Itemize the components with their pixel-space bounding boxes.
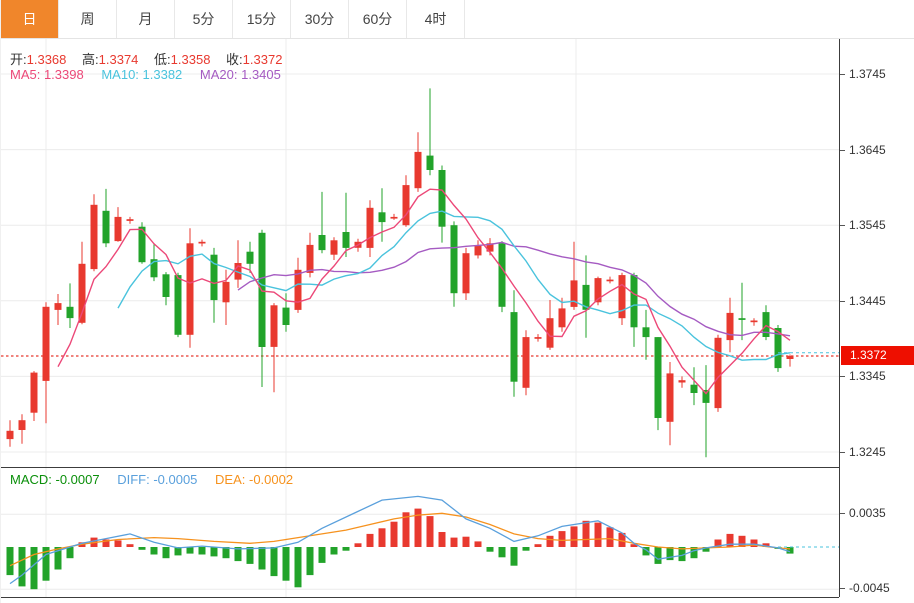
- tab-4hour[interactable]: 4时: [407, 0, 465, 38]
- tab-30min[interactable]: 30分: [291, 0, 349, 38]
- panel-bottom-border: [1, 597, 839, 598]
- low-value: 1.3358: [170, 52, 211, 67]
- low-label: 低:: [154, 52, 171, 67]
- macd-panel[interactable]: MACD: -0.0007 DIFF: -0.0005 DEA: -0.0002: [1, 467, 839, 597]
- open-value: 1.3368: [26, 52, 67, 67]
- tab-60min[interactable]: 60分: [349, 0, 407, 38]
- ma-legend: MA5: 1.3398 MA10: 1.3382 MA20: 1.3405: [10, 67, 295, 82]
- high-value: 1.3374: [98, 52, 139, 67]
- macd-legend: MACD: -0.0007 DIFF: -0.0005 DEA: -0.0002: [10, 472, 307, 487]
- period-tabbar: 日 周 月 5分 15分 30分 60分 4时: [1, 0, 914, 39]
- high-label: 高:: [82, 52, 99, 67]
- open-label: 开:: [10, 52, 27, 67]
- dea-value: DEA: -0.0002: [215, 472, 294, 487]
- macd-chart[interactable]: [1, 468, 839, 597]
- ma5-value: MA5: 1.3398: [10, 67, 84, 82]
- tab-day[interactable]: 日: [1, 0, 59, 38]
- close-label: 收:: [226, 52, 243, 67]
- ma20-value: MA20: 1.3405: [199, 67, 281, 82]
- ohlc-legend: 开:1.3368 高:1.3374 低:1.3358 收:1.3372: [10, 49, 294, 68]
- close-value: 1.3372: [242, 52, 283, 67]
- diff-value: DIFF: -0.0005: [117, 472, 198, 487]
- price-axis: 1.3372 1.3745 1.3645 1.3545 1.3445 1.3345 1.3…: [839, 39, 914, 597]
- tab-5min[interactable]: 5分: [175, 0, 233, 38]
- tab-week[interactable]: 周: [59, 0, 117, 38]
- candlestick-chart[interactable]: [1, 39, 839, 467]
- price-chart-panel[interactable]: 开:1.3368 高:1.3374 低:1.3358 收:1.3372 MA5:…: [1, 39, 839, 467]
- last-price-badge: 1.3372: [841, 346, 914, 366]
- macd-value: MACD: -0.0007: [10, 472, 100, 487]
- tab-month[interactable]: 月: [117, 0, 175, 38]
- ma10-value: MA10: 1.3382: [101, 67, 183, 82]
- tab-15min[interactable]: 15分: [233, 0, 291, 38]
